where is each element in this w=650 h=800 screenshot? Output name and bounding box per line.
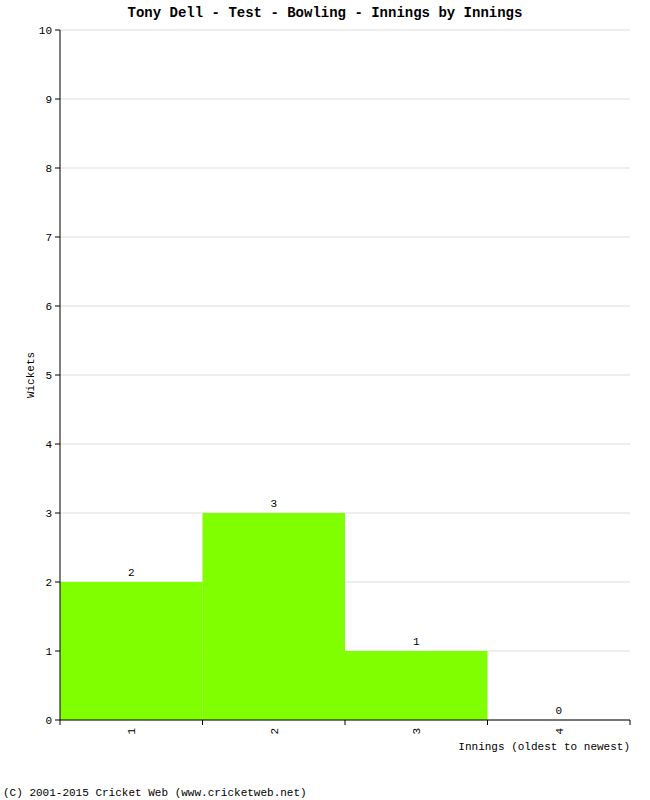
chart-svg: 01234567891023101234Tony Dell - Test - B… [0,0,650,800]
x-tick-label: 3 [411,728,423,735]
y-tick-label: 5 [45,370,52,382]
background [0,0,650,800]
y-tick-label: 4 [45,439,52,451]
x-tick-label: 4 [554,728,566,735]
grid-line [60,306,630,307]
y-tick [55,444,60,445]
y-tick [55,237,60,238]
data-label: 3 [270,498,277,510]
footer: (C) 2001-2015 Cricket Web (www.cricketwe… [3,787,307,799]
x-tick [202,720,203,725]
x-tick [60,720,61,725]
y-tick-label: 7 [45,232,52,244]
y-tick-label: 2 [45,577,52,589]
y-axis [60,30,61,720]
chart-container: 01234567891023101234Tony Dell - Test - B… [0,0,650,800]
title: Tony Dell - Test - Bowling - Innings by … [128,5,523,21]
x-tick-label: 2 [269,728,281,735]
data-label: 0 [555,705,562,717]
x-tick [487,720,488,725]
data-label: 2 [128,567,135,579]
grid-line [60,444,630,445]
y-tick [55,720,60,721]
grid-line [60,99,630,100]
x-axis-label: Innings (oldest to newest) [458,741,630,753]
grid-line [60,375,630,376]
grid-line [60,237,630,238]
y-tick [55,30,60,31]
grid-line [60,30,630,31]
y-tick [55,99,60,100]
y-axis-label: Wickets [25,352,37,398]
bar [203,513,346,720]
bar [60,582,203,720]
y-tick-label: 3 [45,508,52,520]
y-tick-label: 6 [45,301,52,313]
x-tick-label: 1 [126,728,138,735]
y-tick [55,306,60,307]
y-tick [55,168,60,169]
y-tick [55,375,60,376]
bar [345,651,488,720]
y-tick-label: 0 [45,715,52,727]
data-label: 1 [413,636,420,648]
y-tick-label: 1 [45,646,52,658]
bars [60,513,488,720]
y-tick [55,651,60,652]
grid-line [60,168,630,169]
y-tick-label: 9 [45,94,52,106]
y-tick [55,582,60,583]
x-tick [345,720,346,725]
x-tick [630,720,631,725]
y-tick-label: 8 [45,163,52,175]
y-tick-label: 10 [39,25,52,37]
y-tick [55,513,60,514]
